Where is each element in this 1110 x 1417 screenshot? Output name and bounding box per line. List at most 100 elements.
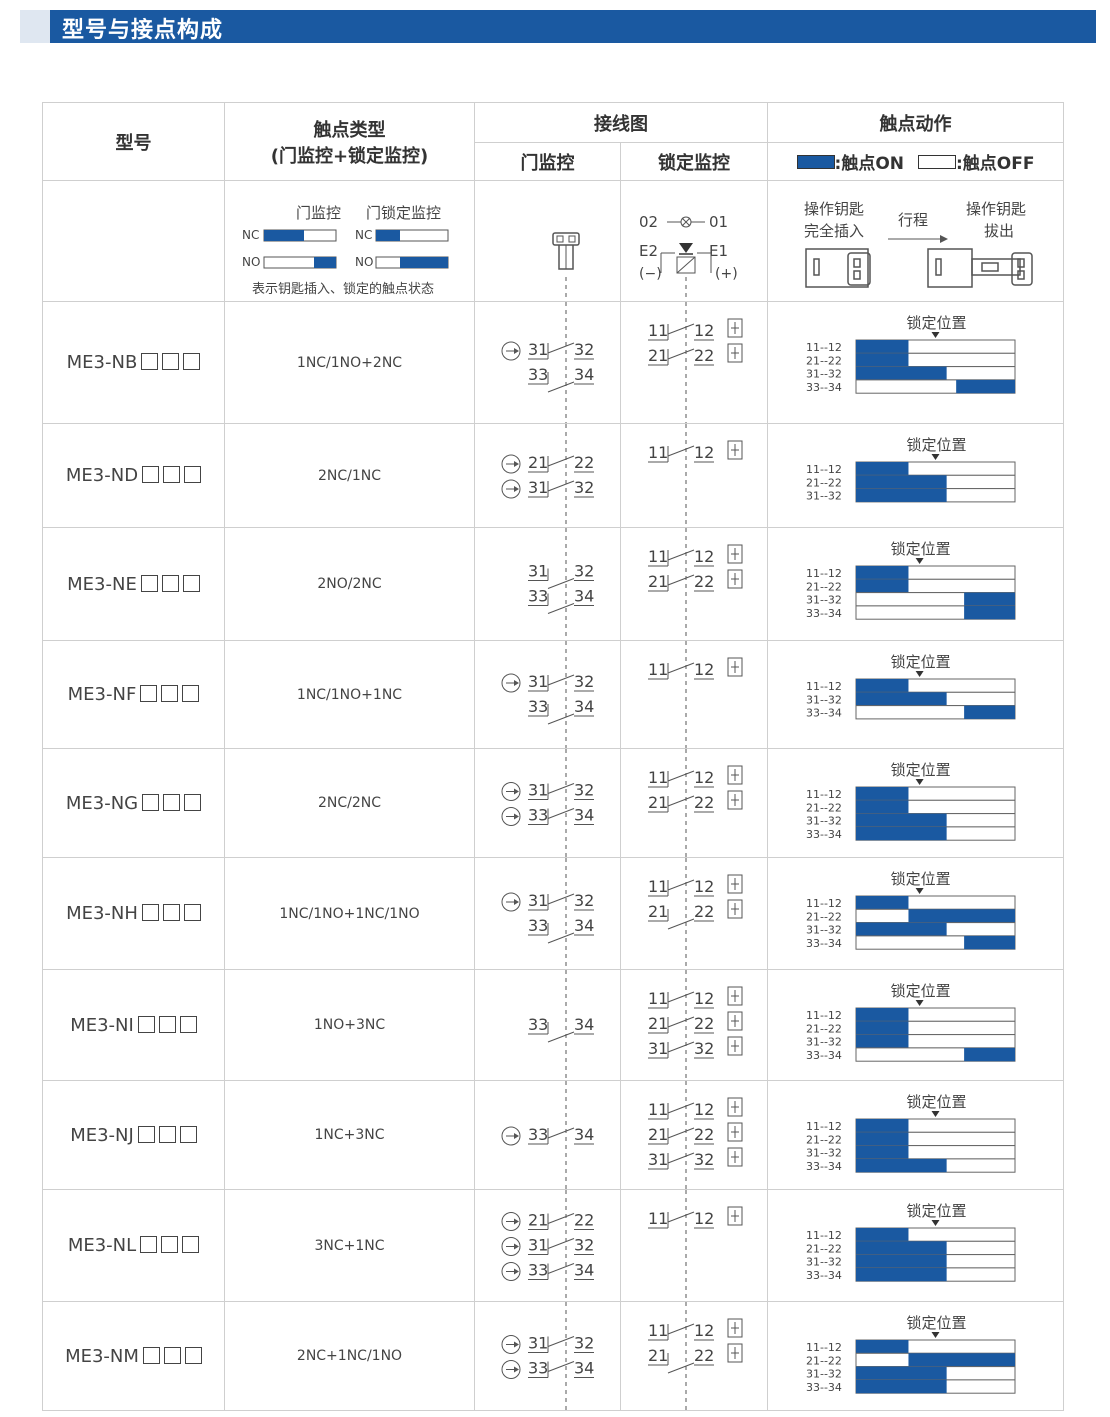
contact-terminal-label: 32 [694,1150,714,1169]
lock-contact-icon [727,440,743,460]
contact-33-34: 33 34 [501,1125,594,1146]
key-inserted-line2: 完全插入 [804,222,864,240]
model-contact-table: 型号 触点类型 (门监控+锁定监控) 接线图 触点动作 门监控 锁定监控 :触点… [42,102,1064,1411]
model-cell: ME3-NL [42,1189,225,1302]
contact-terminal-label: 32 [574,891,594,910]
contact-terminal-label: 21 [648,572,668,591]
contact-terminal-label: 11 [648,660,668,679]
contact-21-22: 21 22 [501,453,594,474]
lock-position-marker [915,1000,924,1006]
timing-row-label: 11--12 [806,463,842,476]
led-02-label: 02 [639,213,658,231]
timing-row-label: 31--32 [806,815,842,828]
door-wiring-cell: 33 34 [474,969,621,1081]
header-lock-monitor: 锁定监控 [620,142,768,181]
contact-terminal-label: 33 [528,916,548,935]
contact-terminal-label: 22 [694,1014,714,1033]
contact-terminal-label: 11 [648,768,668,787]
contact-terminal-label: 22 [694,1125,714,1144]
contact-terminal-label: 34 [574,1359,594,1378]
header-door-monitor: 门监控 [474,142,621,181]
header-contact-type: 触点类型 (门监控+锁定监控) [224,102,475,181]
model-name: ME3-NF [68,684,200,705]
contact-31-32: 31 32 [501,781,594,801]
contact-terminal-label: 31 [528,562,548,581]
model-name: ME3-NM [65,1346,202,1367]
lock-position-marker [931,332,940,338]
timing-on-segment [856,579,909,593]
door-wiring-diagram: 33 34 [501,1081,594,1189]
model-suffix-box [161,574,179,592]
contact-terminal-label: 31 [528,672,548,691]
contact-terminal-label: 32 [574,781,594,800]
lock-position-marker [915,888,924,894]
timing-on-segment [856,1158,947,1173]
contact-21-22: 21 22 [648,1011,743,1034]
contact-terminal-label: 31 [528,340,548,359]
positive-opening-icon [501,479,521,499]
contact-action-cell: 锁定位置 11--12 21--22 31--32 [767,423,1064,528]
timing-on-segment [856,896,909,910]
contact-11-12: 11 12 [648,440,743,463]
contact-terminal-label: 32 [574,672,594,691]
legend-off-label: :触点OFF [955,154,1035,174]
lock-contact-icon [727,569,743,589]
lock-contact-icon [727,986,743,1006]
contact-terminal-label: 32 [574,1334,594,1353]
timing-row-label: 11--12 [806,1341,842,1354]
contact-terminal-label: 11 [648,547,668,566]
door-wiring-cell: 21 22 31 32 [474,423,621,528]
lock-wiring-cell: 11 12 [620,1189,768,1302]
lock-wiring-diagram: 11 12 [648,641,743,748]
lock-wiring-diagram: 11 12 21 22 31 32 [648,970,743,1080]
contact-terminal-label: 32 [574,562,594,581]
positive-opening-icon [501,807,521,826]
model-suffix-box [158,1125,176,1143]
contact-terminal-label: 33 [528,697,548,716]
door-wiring-cell: 31 32 33 34 [474,640,621,749]
contact-terminal-label: 11 [648,1100,668,1119]
header-legend: :触点ON :触点OFF [767,142,1064,181]
timing-on-segment [908,1353,1015,1367]
header-action: 触点动作 [767,102,1064,143]
contact-terminal-label: 33 [528,587,548,606]
door-wiring-diagram: 31 32 33 34 [501,302,594,423]
table-row: ME3-NF 1NC/1NO+1NC 31 32 33 34 11 12 锁定位置 11--12 3… [42,640,1064,749]
contact-terminal-label: 32 [574,340,594,359]
contact-terminal-label: 21 [528,453,548,472]
model-cell: ME3-NE [42,527,225,641]
legend-row-action-cell: 操作钥匙 完全插入 行程 操作钥匙 拔出 [767,180,1064,302]
model-suffix-box [142,1346,160,1364]
timing-on-segment [856,475,947,489]
lock-contact-icon [727,318,743,338]
model-name: ME3-NG [66,793,202,814]
timing-on-segment [856,1132,909,1146]
contact-type-cell: 1NC/1NO+1NC/1NO [224,857,475,970]
model-cell: ME3-NF [42,640,225,749]
contact-11-12: 11 12 [648,318,743,341]
lock-wiring-diagram: 11 12 21 22 [648,858,743,969]
model-suffix-box [162,904,180,921]
plus-label: (+) [715,266,738,282]
lock-position-label: 锁定位置 [906,436,966,454]
lock-contact-icon [727,1036,743,1056]
contact-type-cell: 1NC/1NO+2NC [224,301,475,424]
contact-terminal-label: 22 [694,1346,714,1365]
lock-wiring-cell: 11 12 21 22 [620,857,768,970]
contact-type: 2NC/1NC [317,467,382,484]
contact-terminal-label: 12 [694,989,714,1008]
model-suffix-box [179,1125,197,1143]
contact-type: 1NC/1NO+2NC [296,354,403,371]
section-header-accent [20,10,50,43]
door-wiring-cell: 31 32 33 34 [474,301,621,424]
model-suffix-box [142,466,160,483]
legend-row-lock-cell: 02 01 E2 E1 (−) (+) [620,180,768,302]
table-row: ME3-ND 2NC/1NC 21 22 31 32 11 12 锁定位置 11--12 21--2… [42,423,1064,528]
lock-contact-icon [727,874,743,894]
header-model: 型号 [42,102,225,181]
contact-state-legend: 门监控 门锁定监控 NC NC NO NO 表示钥匙插入、锁定的触点状态 [242,204,448,297]
section-header: 型号与接点构成 [20,10,1096,43]
lock-position-label: 锁定位置 [891,870,951,888]
lock-contact-icon [727,1097,743,1117]
contact-terminal-label: 22 [694,902,714,921]
